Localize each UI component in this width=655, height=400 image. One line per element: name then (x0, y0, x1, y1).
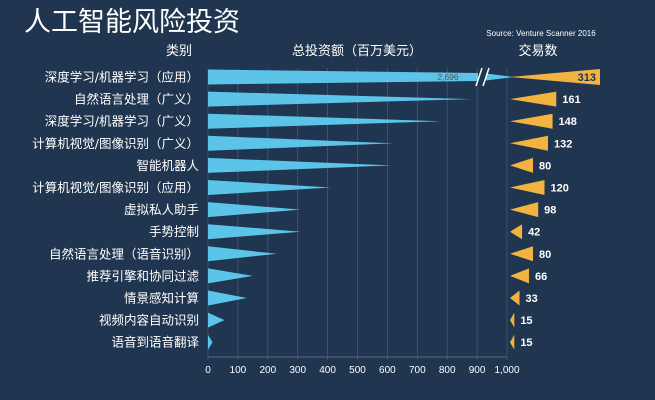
investment-bar (208, 202, 301, 218)
deals-value-label: 161 (562, 94, 580, 106)
deals-value-label: 132 (554, 138, 572, 150)
category-label: 语音到语音翻译 (111, 335, 199, 350)
x-tick-label: 0 (205, 365, 211, 376)
category-label: 视频内容自动识别 (99, 313, 199, 328)
header-category: 类别 (166, 44, 192, 59)
x-tick-label: 1,000 (494, 365, 519, 376)
deals-bar (510, 180, 545, 195)
axis-break-mark (482, 67, 490, 87)
investment-bar (208, 91, 472, 107)
x-tick-label: 900 (469, 365, 486, 376)
x-tick-label: 100 (230, 365, 247, 376)
category-label: 自然语言处理（广义） (74, 92, 199, 107)
deals-value-label: 148 (559, 116, 577, 128)
deals-value-label: 15 (520, 315, 532, 327)
chart-title: 人工智能风险投资 (24, 7, 240, 38)
x-tick-label: 200 (259, 365, 276, 376)
deals-bar (510, 91, 557, 107)
deals-value-label: 33 (525, 293, 537, 305)
deals-bar (510, 202, 539, 218)
deals-value-label: 98 (544, 205, 556, 217)
deals-value-label: 66 (535, 271, 547, 283)
header-investment: 总投资额（百万美元） (292, 43, 422, 59)
x-tick-label: 700 (409, 365, 426, 376)
investment-bars: 2,696 (208, 67, 514, 350)
investment-bar (208, 113, 442, 129)
chart-source: Source: Venture Scanner 2016 (486, 29, 596, 38)
deals-value-label: 120 (551, 183, 569, 195)
investment-bar (208, 246, 277, 262)
category-label: 情景感知计算 (124, 291, 199, 306)
deals-bar (510, 224, 523, 240)
category-labels: 深度学习/机器学习（应用） 自然语言处理（广义） 深度学习/机器学习（广义） 计算机视… (32, 70, 199, 350)
investment-bar-tip (486, 73, 514, 81)
investment-bar (208, 290, 247, 306)
x-tick-label: 600 (379, 365, 396, 376)
x-tick-label: 300 (289, 365, 306, 376)
deals-value-label: 42 (528, 227, 540, 239)
category-label: 自然语言处理（语音识别） (49, 246, 199, 261)
x-tick-label: 400 (319, 365, 336, 376)
x-tick-label: 800 (439, 365, 456, 376)
deals-bar (510, 157, 534, 173)
deals-value-label: 80 (539, 249, 551, 261)
investment-bar (208, 312, 225, 328)
x-axis: 0 100 200 300 400 500 600 700 800 900 1,000 (205, 68, 520, 376)
investment-bar (208, 135, 394, 151)
category-label: 计算机视觉/图像识别（应用） (32, 180, 199, 195)
deals-bar (510, 135, 548, 151)
investment-bar (208, 334, 213, 350)
category-label: 计算机视觉/图像识别（广义） (32, 136, 199, 151)
header-deals: 交易数 (518, 43, 557, 59)
investment-bar (208, 180, 331, 195)
category-label: 深度学习/机器学习（广义） (45, 114, 199, 129)
deals-bar (510, 334, 515, 350)
investment-bar (208, 157, 392, 173)
deals-bar (510, 312, 515, 328)
category-label: 手势控制 (149, 224, 199, 239)
deals-value-label: 15 (520, 337, 532, 349)
deals-value-label: 80 (539, 160, 551, 172)
deals-bar (510, 268, 529, 284)
deals-bar (510, 290, 520, 306)
investment-bar (208, 224, 301, 240)
deals-bar (510, 246, 534, 262)
investment-bar (208, 268, 253, 284)
investment-value-label: 2,696 (437, 72, 459, 82)
deals-bar (510, 113, 553, 129)
category-label: 智能机器人 (136, 158, 199, 173)
category-label: 深度学习/机器学习（应用） (45, 70, 199, 85)
investment-bar (208, 69, 478, 85)
x-tick-label: 500 (349, 365, 366, 376)
deals-value-label: 313 (578, 72, 596, 84)
deals-bar (510, 69, 600, 85)
axis-break-mark (475, 67, 483, 87)
category-label: 推荐引擎和协同过滤 (86, 268, 199, 283)
category-label: 虚拟私人助手 (124, 202, 199, 217)
